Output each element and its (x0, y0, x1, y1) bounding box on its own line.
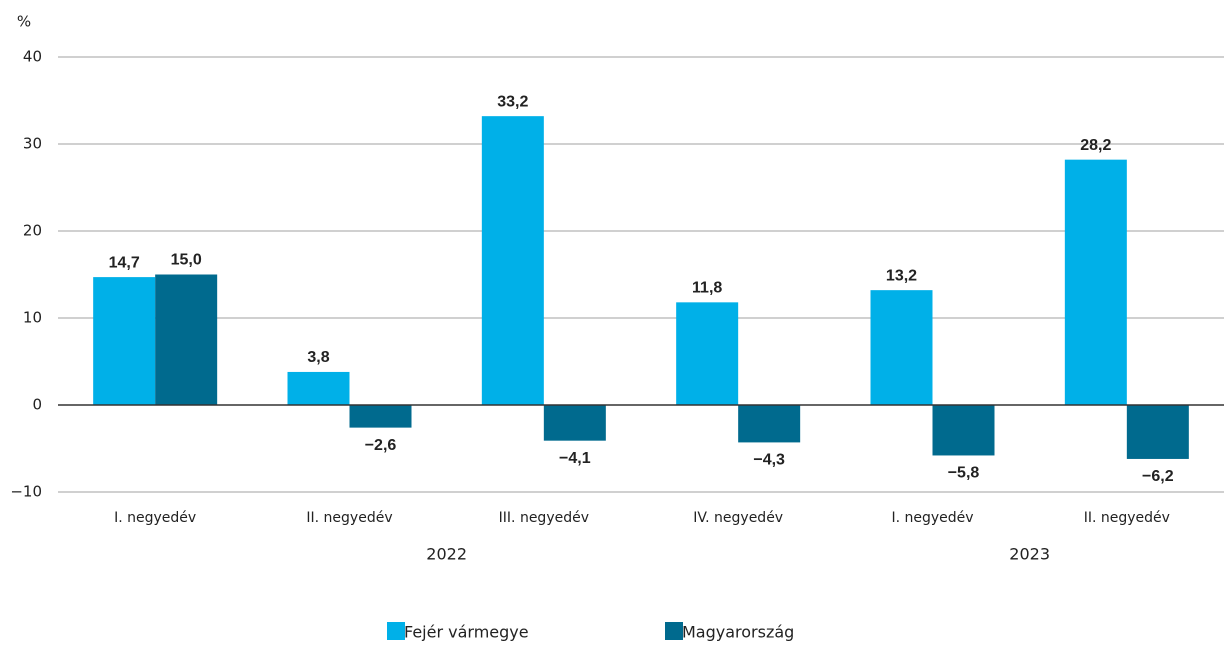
value-label: 13,2 (886, 267, 917, 284)
value-label: −6,2 (1142, 468, 1174, 485)
bar (93, 277, 156, 405)
value-label: −4,3 (753, 452, 785, 469)
bar (870, 290, 933, 405)
value-label: 15,0 (171, 252, 202, 269)
x-group-label: 2023 (1009, 545, 1050, 564)
bar (676, 302, 739, 405)
y-tick-label: −10 (10, 483, 42, 501)
bar (155, 274, 218, 405)
bar (481, 116, 544, 405)
value-label: −5,8 (948, 465, 980, 482)
bar (287, 371, 350, 405)
x-tick-label: IV. negyedév (693, 510, 783, 526)
legend-label: Fejér vármegye (404, 623, 529, 642)
bar (1126, 405, 1189, 459)
y-tick-label: 30 (23, 135, 42, 153)
x-tick-label: I. negyedév (891, 510, 973, 526)
y-tick-label: 10 (23, 309, 42, 327)
value-label: 3,8 (307, 349, 329, 366)
bar (349, 405, 412, 428)
bar (932, 405, 995, 456)
value-label: 14,7 (109, 254, 140, 271)
value-label: 33,2 (497, 93, 528, 110)
value-label: 28,2 (1080, 137, 1111, 154)
y-unit: % (17, 13, 31, 31)
value-label: 11,8 (692, 280, 722, 297)
y-tick-label: 40 (23, 48, 42, 66)
legend-swatch (387, 622, 405, 640)
y-tick-label: 0 (32, 396, 42, 414)
x-tick-label: III. negyedév (499, 510, 589, 526)
bar (738, 405, 801, 443)
x-tick-label: II. negyedév (306, 510, 392, 526)
bar (1064, 159, 1127, 405)
y-tick-label: 20 (23, 222, 42, 240)
value-label: −4,1 (559, 450, 591, 467)
legend-label: Magyarország (682, 623, 794, 642)
legend-swatch (665, 622, 683, 640)
value-label: −2,6 (365, 437, 397, 454)
bar (543, 405, 606, 441)
x-group-label: 2022 (426, 545, 467, 564)
x-tick-label: I. negyedév (114, 510, 196, 526)
x-tick-label: II. negyedév (1084, 510, 1170, 526)
